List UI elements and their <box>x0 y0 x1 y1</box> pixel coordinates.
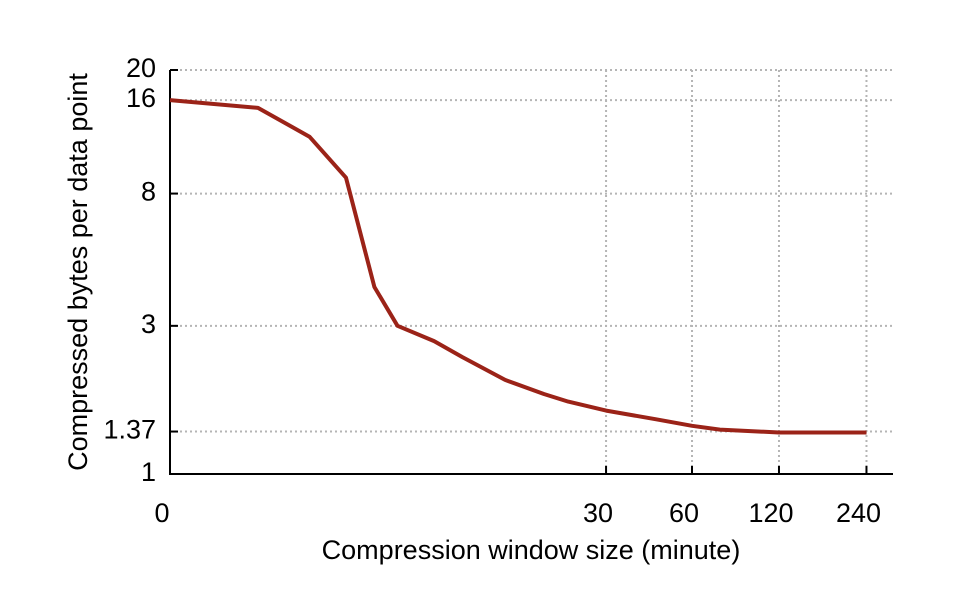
y-tick-label: 1.37 <box>103 415 156 445</box>
y-tick-label: 20 <box>126 53 156 83</box>
x-tick-label: 60 <box>669 498 699 528</box>
y-tick-label: 1 <box>141 457 156 487</box>
x-tick-label: 120 <box>748 498 793 528</box>
y-tick-label: 3 <box>141 309 156 339</box>
x-tick-label: 0 <box>154 498 169 528</box>
x-axis-label: Compression window size (minute) <box>322 535 741 565</box>
data-line <box>169 98 867 435</box>
x-tick-label: 240 <box>836 498 881 528</box>
y-axis-label: Compressed bytes per data point <box>63 73 93 471</box>
y-tick-label: 8 <box>141 177 156 207</box>
y-tick-label: 16 <box>126 83 156 113</box>
x-tick-label: 30 <box>583 498 613 528</box>
